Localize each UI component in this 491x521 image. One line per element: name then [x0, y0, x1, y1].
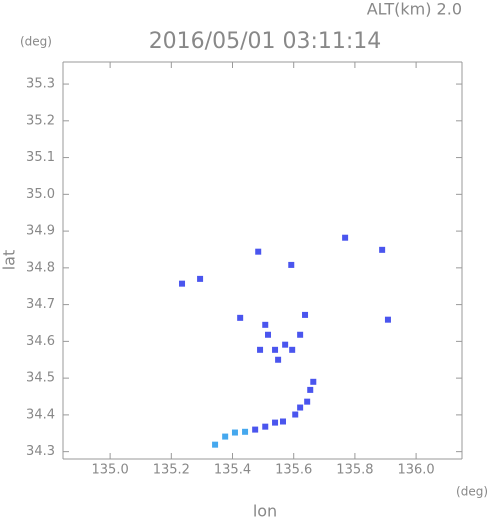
echo — [280, 418, 287, 425]
echo — [197, 275, 204, 282]
x-tick-label: 135.0 — [92, 463, 129, 478]
echo — [304, 398, 311, 405]
echo — [288, 261, 295, 268]
x-tick-label: 135.6 — [275, 463, 312, 478]
echo — [297, 331, 304, 338]
echo — [275, 356, 282, 363]
x-tick-label: 135.2 — [153, 463, 190, 478]
x-tick-label: 135.8 — [336, 463, 373, 478]
altitude: ALT(km) 2.0 — [367, 0, 462, 19]
x-unit: (deg) — [456, 485, 488, 499]
echo — [237, 314, 244, 321]
echo — [231, 429, 238, 436]
y-tick-label: 35.0 — [26, 187, 55, 202]
echo — [242, 428, 249, 435]
echo — [257, 346, 264, 353]
echo — [310, 378, 317, 385]
x-tick-label: 135.4 — [214, 463, 251, 478]
plot-frame — [62, 61, 463, 460]
echo — [222, 433, 229, 440]
x-axis-label: lon — [253, 502, 277, 521]
echo — [272, 346, 279, 353]
echo — [179, 280, 186, 287]
echo — [297, 404, 304, 411]
echo — [255, 248, 262, 255]
y-tick-label: 34.5 — [26, 371, 55, 386]
y-tick-label: 34.8 — [26, 260, 55, 275]
y-tick-label: 34.4 — [26, 407, 55, 422]
y-axis-label: lat — [0, 250, 19, 271]
echo — [282, 341, 289, 348]
y-tick-label: 34.3 — [26, 444, 55, 459]
echo — [262, 423, 269, 430]
y-tick-label: 34.6 — [26, 334, 55, 349]
echo — [342, 234, 349, 241]
echo — [384, 316, 391, 323]
echo — [212, 441, 219, 448]
echo — [265, 331, 272, 338]
echo — [379, 246, 386, 253]
echo — [272, 419, 279, 426]
y-tick-label: 34.7 — [26, 297, 55, 312]
y-tick-label: 35.1 — [26, 150, 55, 165]
y-tick-label: 35.3 — [26, 77, 55, 92]
echo — [292, 411, 299, 418]
y-unit: (deg) — [20, 35, 52, 49]
echo — [302, 311, 309, 318]
echo — [289, 346, 296, 353]
echo — [252, 426, 259, 433]
y-tick-label: 35.2 — [26, 113, 55, 128]
echo — [307, 386, 314, 393]
x-tick-label: 136.0 — [397, 463, 434, 478]
echo — [262, 321, 269, 328]
chart-title: 2016/05/01 03:11:14 — [149, 29, 382, 54]
y-tick-label: 34.9 — [26, 224, 55, 239]
